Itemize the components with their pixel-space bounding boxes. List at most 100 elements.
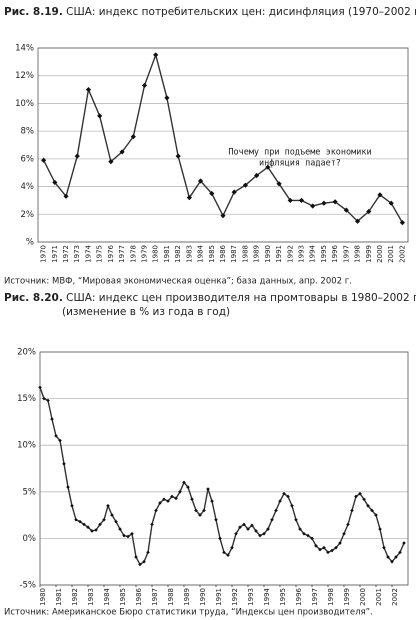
x-tick-label: 1970 [40,245,48,263]
title-text: (изменение в % из года в год) [62,306,230,318]
x-tick-label: 2002 [398,245,406,263]
point-marker [354,218,361,224]
x-tick-label: 1988 [241,245,249,263]
point-marker [210,499,214,503]
point-marker [298,197,305,204]
x-tick-label: 1982 [71,588,79,606]
point-marker [42,396,46,401]
point-marker [338,541,342,545]
y-tick-label: 2% [21,210,35,220]
point-marker [326,550,330,555]
x-tick-label: 1998 [354,245,362,263]
chart-title: Рис. 8.20. США: индекс цен производителя… [4,292,416,304]
point-marker [154,508,158,513]
x-tick-label: 1992 [286,245,294,263]
x-tick-label: 2000 [359,588,367,606]
point-marker [197,178,204,184]
x-tick-label: 1982 [174,245,182,263]
point-marker [182,480,186,485]
y-tick-label: 10% [17,441,36,451]
point-marker [399,220,405,226]
y-tick-label: 14% [15,44,34,54]
point-marker [78,519,82,524]
x-tick-label: 2002 [391,588,399,606]
x-tick-label: 1973 [73,245,81,263]
x-tick-label: 1987 [230,245,238,263]
point-marker [398,550,402,555]
point-marker [258,533,262,538]
point-marker [242,522,246,527]
point-marker [178,490,182,494]
point-marker [142,559,146,564]
point-marker [58,438,62,443]
point-marker [287,197,293,204]
x-tick-label: 1995 [279,588,287,606]
x-tick-label: 1972 [62,245,70,263]
point-marker [46,398,50,403]
point-marker [153,52,159,58]
y-tick-label: 12% [15,71,34,81]
point-marker [98,522,102,527]
point-marker [290,503,294,508]
point-marker [321,200,327,206]
point-marker [218,536,222,541]
point-marker [220,213,226,219]
point-marker [108,159,114,165]
plot-frame [37,47,409,243]
chart-title: (изменение в % из года в год) [62,306,230,318]
point-marker [90,529,94,533]
x-tick-label: 1989 [183,588,191,606]
point-marker [314,544,318,548]
x-tick-label: 1992 [231,588,239,606]
point-marker [141,82,148,89]
point-marker [250,523,254,528]
x-tick-label: 1990 [264,245,272,263]
x-tick-label: 1997 [311,588,319,606]
x-tick-label: 1986 [219,244,227,262]
y-tick-label: % [26,238,34,248]
point-marker [206,487,210,491]
point-marker [86,525,90,530]
x-tick-label: 1980 [39,588,47,606]
x-tick-label: 1981 [55,588,63,606]
source-note: Источник: Американское Бюро статистики т… [4,608,373,618]
x-tick-label: 1979 [141,245,149,263]
point-marker [52,179,58,186]
x-tick-label: 1976 [107,244,115,262]
y-tick-label: -5% [19,581,36,591]
point-marker [38,385,42,390]
x-tick-label: 1983 [185,245,193,263]
y-tick-label: 15% [17,394,36,404]
point-marker [50,417,54,421]
point-marker [286,494,290,499]
point-marker [343,207,349,213]
point-marker [362,497,366,502]
point-marker [41,157,47,163]
point-marker [118,527,122,531]
point-marker [226,553,230,557]
point-marker [274,508,278,513]
point-marker [358,491,362,496]
y-tick-label: 5% [23,487,37,497]
x-tick-label: 1971 [51,245,59,263]
x-tick-label: 2001 [387,245,395,263]
point-marker [70,503,74,508]
point-marker [186,195,192,201]
x-tick-label: 1998 [327,588,335,606]
point-marker [222,550,226,555]
point-marker [242,182,249,188]
point-marker [282,491,286,496]
x-tick-label: 1999 [365,245,373,263]
point-marker [166,499,170,503]
point-marker [265,164,271,170]
point-marker [377,192,383,198]
point-marker [186,485,190,489]
point-marker [130,531,134,536]
x-tick-label: 1977 [118,245,126,263]
point-marker [158,501,162,505]
point-marker [85,86,92,93]
y-tick-label: 10% [15,99,34,109]
point-marker [102,517,106,522]
point-marker [110,513,114,517]
y-tick-label: 8% [21,127,35,137]
